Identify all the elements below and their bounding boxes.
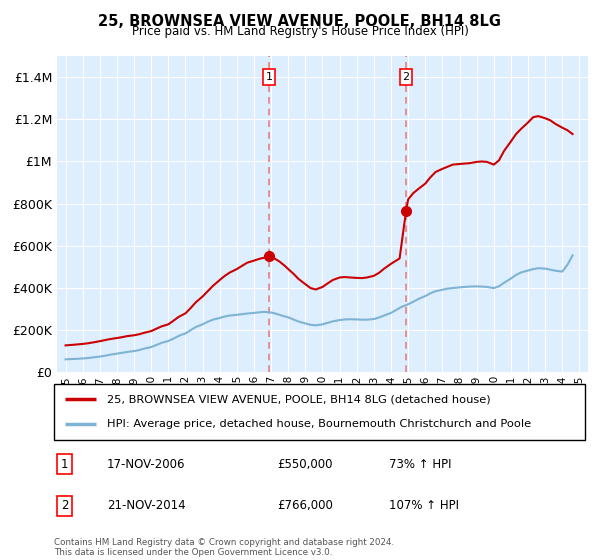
Text: 73% ↑ HPI: 73% ↑ HPI xyxy=(389,458,451,471)
Text: Price paid vs. HM Land Registry's House Price Index (HPI): Price paid vs. HM Land Registry's House … xyxy=(131,25,469,38)
Text: Contains HM Land Registry data © Crown copyright and database right 2024.
This d: Contains HM Land Registry data © Crown c… xyxy=(54,538,394,557)
Text: 17-NOV-2006: 17-NOV-2006 xyxy=(107,458,185,471)
Text: 2: 2 xyxy=(403,72,410,82)
Text: 107% ↑ HPI: 107% ↑ HPI xyxy=(389,500,458,512)
Text: 25, BROWNSEA VIEW AVENUE, POOLE, BH14 8LG (detached house): 25, BROWNSEA VIEW AVENUE, POOLE, BH14 8L… xyxy=(107,394,491,404)
Text: £550,000: £550,000 xyxy=(277,458,332,471)
FancyBboxPatch shape xyxy=(54,384,585,440)
Text: HPI: Average price, detached house, Bournemouth Christchurch and Poole: HPI: Average price, detached house, Bour… xyxy=(107,419,531,429)
Text: 25, BROWNSEA VIEW AVENUE, POOLE, BH14 8LG: 25, BROWNSEA VIEW AVENUE, POOLE, BH14 8L… xyxy=(98,14,502,29)
Text: £766,000: £766,000 xyxy=(277,500,333,512)
Text: 1: 1 xyxy=(266,72,272,82)
Text: 2: 2 xyxy=(61,500,68,512)
Text: 21-NOV-2014: 21-NOV-2014 xyxy=(107,500,186,512)
Text: 1: 1 xyxy=(61,458,68,471)
